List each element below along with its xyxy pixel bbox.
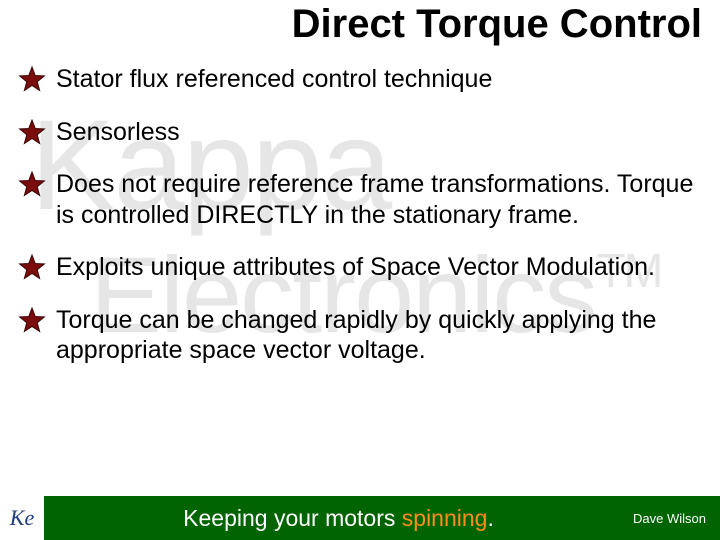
star-icon	[18, 254, 46, 282]
footer-bar: Ke Keeping your motors spinning. Dave Wi…	[0, 496, 720, 540]
list-item: Sensorless	[18, 117, 702, 148]
star-icon	[18, 307, 46, 335]
star-icon	[18, 66, 46, 94]
footer-author: Dave Wilson	[633, 511, 720, 526]
slide: Kappa ElectronicsTM Direct Torque Contro…	[0, 0, 720, 540]
footer-tagline-prefix: Keeping your motors	[183, 505, 402, 531]
bullet-text: Torque can be changed rapidly by quickly…	[56, 305, 702, 366]
star-icon	[18, 171, 46, 199]
bullet-text: Exploits unique attributes of Space Vect…	[56, 252, 702, 283]
list-item: Exploits unique attributes of Space Vect…	[18, 252, 702, 283]
bullet-list: Stator flux referenced control technique…	[18, 64, 702, 388]
bullet-text: Stator flux referenced control technique	[56, 64, 702, 95]
footer-logo-text: Ke	[10, 505, 34, 531]
bullet-text: Does not require reference frame transfo…	[56, 169, 702, 230]
page-title: Direct Torque Control	[292, 2, 702, 47]
footer-tagline-suffix: .	[487, 505, 493, 531]
star-icon	[18, 119, 46, 147]
list-item: Torque can be changed rapidly by quickly…	[18, 305, 702, 366]
list-item: Does not require reference frame transfo…	[18, 169, 702, 230]
footer-tagline: Keeping your motors spinning.	[44, 505, 633, 532]
bullet-text: Sensorless	[56, 117, 702, 148]
footer-logo: Ke	[0, 496, 44, 540]
list-item: Stator flux referenced control technique	[18, 64, 702, 95]
footer-tagline-highlight: spinning	[402, 505, 488, 531]
